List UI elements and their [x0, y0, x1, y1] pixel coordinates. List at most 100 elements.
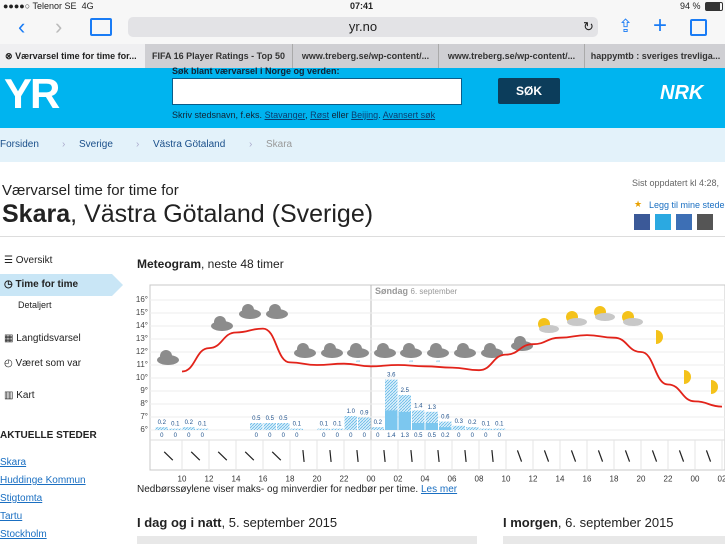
x-tick-label: 18	[286, 475, 295, 484]
precip-max-bar	[317, 428, 330, 430]
precip-max-bar	[452, 425, 465, 430]
tab[interactable]: www.treberg.se/wp-content/...	[292, 44, 438, 68]
nav-subitem[interactable]: Detaljert	[18, 300, 52, 310]
tab-title: www.treberg.se/wp-content/...	[447, 51, 576, 61]
bookmarks-button[interactable]	[90, 18, 112, 36]
day-date: 6. september	[411, 287, 458, 296]
tab-title: FIFA 16 Player Ratings - Top 50	[151, 51, 286, 61]
precip-max-bar	[371, 427, 384, 430]
forward-button[interactable]: ›	[55, 14, 63, 39]
logo[interactable]: YR	[4, 70, 60, 117]
precip-max-label: 0.1	[333, 422, 342, 428]
wind-arrow	[410, 449, 413, 463]
precip-min-label: 0	[363, 433, 367, 439]
separator: .	[378, 110, 381, 120]
x-tick-label: 16	[583, 475, 592, 484]
precip-min-label: 0.2	[441, 433, 450, 439]
share-button[interactable]: ⇪	[618, 16, 634, 36]
wind-arrow	[271, 451, 282, 461]
nav-label: Time for time	[15, 279, 79, 290]
section-day: I morgen	[503, 515, 558, 530]
precip-max-bar	[344, 416, 357, 430]
temperature-line	[181, 327, 723, 408]
section-date: , 6. september 2015	[557, 515, 674, 530]
address-bar[interactable]: yr.no	[128, 17, 598, 37]
brand-logo[interactable]: NRK	[660, 82, 704, 104]
precip-min-label: 0	[322, 433, 326, 439]
note-link[interactable]: Les mer	[420, 484, 458, 495]
precip-min-label: 0	[268, 433, 272, 439]
precip-min-bar	[425, 423, 438, 430]
place-link[interactable]: Skara	[0, 457, 27, 468]
precip-min-label: 0	[457, 433, 461, 439]
precip-min-label: 0	[471, 433, 475, 439]
facebook-button[interactable]	[634, 214, 650, 230]
tab[interactable]: www.treberg.se/wp-content/...	[438, 44, 584, 68]
place-link[interactable]: Tartu	[0, 511, 23, 522]
google-button[interactable]	[676, 214, 692, 230]
precip-max-label: 1.0	[347, 409, 356, 415]
nav-item[interactable]: ◴ Været som var	[4, 358, 82, 369]
search-button[interactable]: SØK	[498, 78, 560, 104]
x-tick-label: 10	[178, 475, 187, 484]
example-link[interactable]: Beijing	[351, 110, 379, 120]
y-tick-label: 16°	[136, 295, 148, 304]
y-tick-label: 15°	[136, 308, 148, 317]
precip-min-label: 0	[160, 433, 164, 439]
reload-button[interactable]: ↻	[583, 19, 594, 34]
nav-label: Oversikt	[15, 255, 53, 266]
place-link[interactable]: Stockholm	[0, 529, 47, 540]
precip-max-bar	[479, 428, 492, 430]
precip-max-label: 0.1	[320, 422, 329, 428]
precip-max-bar	[439, 421, 452, 430]
precip-min-label: 0.5	[414, 433, 423, 439]
back-button[interactable]: ‹	[18, 14, 26, 39]
nav-item[interactable]: ▦ Langtidsvarsel	[4, 333, 81, 344]
cloud-icon	[403, 343, 415, 355]
search-input[interactable]	[172, 78, 462, 105]
tab[interactable]: happymtb : sveriges trevliga...	[584, 44, 725, 68]
tab[interactable]: ⊗ Værvarsel time for time for...	[0, 44, 145, 68]
tab-title: www.treberg.se/wp-content/...	[301, 51, 430, 61]
crumb[interactable]: Sverige	[79, 139, 113, 150]
wind-arrow	[516, 450, 523, 462]
tabs-button[interactable]	[690, 19, 707, 36]
rain-icon: ′′′	[409, 361, 413, 367]
y-tick-label: 10°	[136, 373, 148, 382]
crumb[interactable]: Forsiden	[0, 139, 39, 150]
email-button[interactable]	[697, 214, 713, 230]
wind-arrow	[570, 450, 577, 462]
example-link[interactable]: Stavanger	[264, 110, 306, 120]
example-link[interactable]: Røst	[310, 110, 330, 120]
section-day: I dag og i natt	[137, 515, 222, 530]
day-name: Søndag	[375, 286, 408, 296]
precip-max-label: 0.2	[158, 420, 167, 426]
place-link[interactable]: Huddinge Kommun	[0, 475, 86, 486]
nav-item[interactable]: ☰ Oversikt	[4, 255, 53, 266]
nav-item-active[interactable]: ◷ Time for time	[0, 274, 112, 296]
wind-arrow	[705, 450, 712, 462]
active-arrow	[112, 274, 123, 296]
x-tick-label: 14	[232, 475, 241, 484]
tab-title: happymtb : sveriges trevliga...	[590, 51, 721, 61]
table-header	[137, 536, 477, 544]
new-tab-button[interactable]: +	[653, 12, 668, 39]
precip-max-label: 0.2	[374, 420, 383, 426]
add-place-link[interactable]: Legg til mine steder	[649, 200, 725, 210]
tab[interactable]: FIFA 16 Player Ratings - Top 50	[146, 44, 291, 68]
place-link[interactable]: Stigtomta	[0, 493, 43, 504]
crumb[interactable]: Västra Götaland	[153, 139, 226, 150]
precip-max-label: 3.6	[387, 373, 396, 379]
moon-icon	[684, 370, 691, 384]
nav-label: Langtidsvarsel	[16, 333, 81, 344]
nav-item[interactable]: ▥ Kart	[4, 390, 35, 401]
precip-min-bar	[412, 423, 425, 430]
x-tick-label: 00	[691, 475, 700, 484]
section-title: I morgen, 6. september 2015	[503, 515, 674, 530]
precip-min-label: 0	[174, 433, 178, 439]
precip-max-bar	[290, 428, 303, 430]
twitter-button[interactable]	[655, 214, 671, 230]
advanced-link[interactable]: Avansert søk	[382, 110, 436, 120]
